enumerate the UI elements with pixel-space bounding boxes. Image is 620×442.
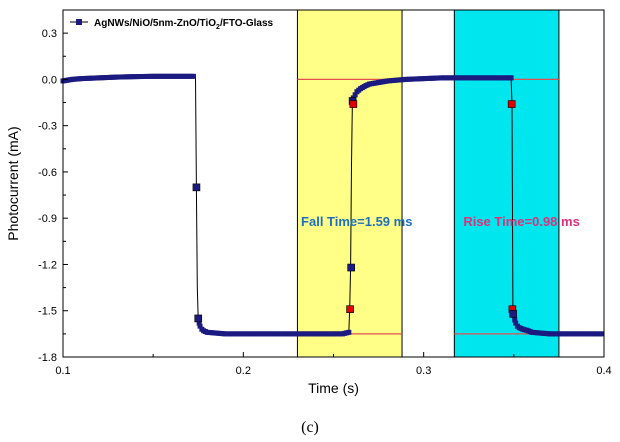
rise-time-annotation: Rise Time=0.98 ms [463,214,579,229]
x-axis-label: Time (s) [308,380,359,396]
y-tick-label: -0.9 [38,213,57,225]
legend-marker-swatch [76,19,82,25]
y-tick-label: 0.3 [42,28,57,40]
x-tick-label: 0.3 [416,365,431,377]
legend-part-1: AgNWs/NiO/5nm-ZnO/TiO [94,18,216,29]
x-axis-ticks: 0.1 0.2 0.3 0.4 [55,352,612,377]
y-tick-label: -0.6 [38,167,57,179]
data-point [512,317,518,323]
legend-subscript: 2 [216,24,220,31]
y-tick-label: -1.5 [38,306,57,318]
data-point [190,73,196,79]
marker-point-3 [346,305,354,313]
y-axis-ticks: 0.3 0.0 -0.3 -0.6 -0.9 -1.2 -1.5 -1.8 [38,28,68,364]
data-point [197,323,203,329]
data-point [599,331,605,337]
data-point [513,320,519,326]
legend: AgNWs/NiO/5nm-ZnO/TiO2/FTO-Glass [70,18,274,31]
data-point [346,329,352,335]
marker-point-1 [192,183,201,192]
marker-layer [192,97,517,323]
y-tick-label: -1.8 [38,352,57,364]
shaded-region-2 [453,9,560,358]
marker-point-9 [509,310,517,318]
y-axis-label: Photocurrent (mA) [5,126,21,240]
data-point [196,320,202,326]
marker-point-6 [349,100,358,108]
shaded-regions [296,9,560,358]
x-tick-label: 0.2 [236,365,251,377]
y-tick-label: 0.0 [42,74,57,86]
legend-part-3: /FTO-Glass [220,18,274,29]
marker-point-2 [194,314,203,323]
y-tick-label: -1.2 [38,259,57,271]
series-layer [60,73,605,337]
legend-entry: AgNWs/NiO/5nm-ZnO/TiO2/FTO-Glass [94,18,274,31]
data-point [352,92,358,98]
marker-point-7 [507,100,516,108]
x-tick-label: 0.1 [55,365,70,377]
fall-time-annotation: Fall Time=1.59 ms [301,214,412,229]
panel-label: (c) [301,419,319,436]
data-point [508,75,514,81]
y-tick-label: -0.3 [38,121,57,133]
x-tick-label: 0.4 [596,365,611,377]
marker-point-4 [347,263,355,272]
